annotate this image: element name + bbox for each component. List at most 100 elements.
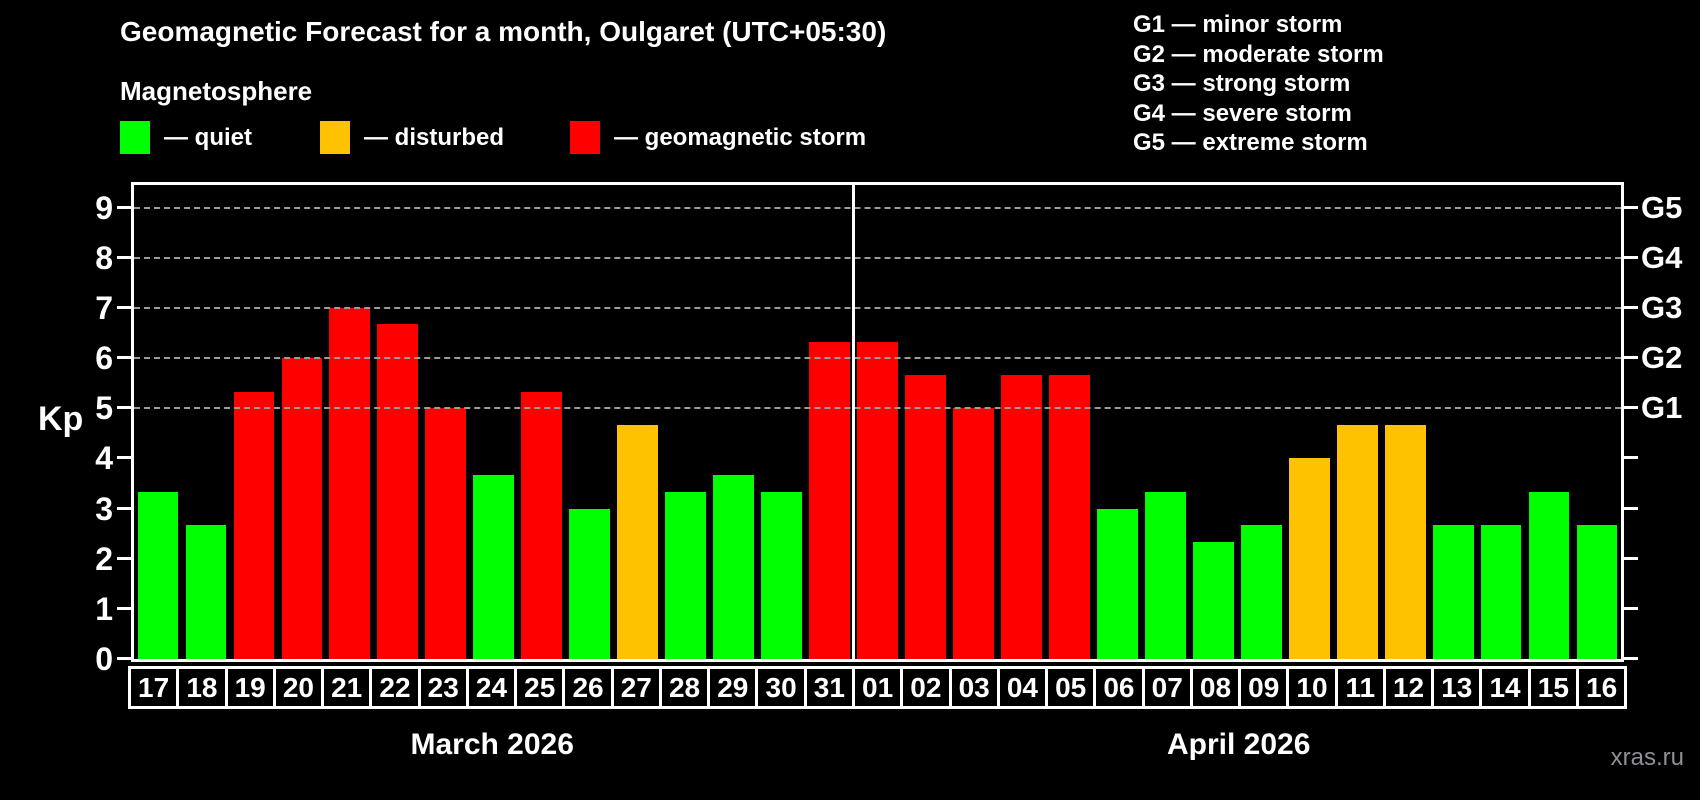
- legend-label-storm: — geomagnetic storm: [614, 123, 867, 151]
- bar-cell-22: [374, 185, 422, 659]
- month-axis: March 2026 April 2026: [131, 728, 1624, 762]
- day-label-cell: 01: [851, 666, 904, 709]
- bars-container: [134, 185, 1621, 659]
- kp-bar-04: [1001, 374, 1042, 659]
- bar-cell-14: [1477, 185, 1525, 659]
- month-label: April 2026: [1167, 728, 1311, 761]
- bar-cell-28: [662, 185, 710, 659]
- kp-bar-23: [425, 408, 467, 659]
- day-label-cell: 18: [176, 666, 228, 709]
- y-tick-label-1: 1: [95, 590, 113, 627]
- y-tick-right-1: [1624, 606, 1638, 610]
- bar-cell-08: [1189, 185, 1237, 659]
- gscale-legend-g3: G3 — strong storm: [1133, 70, 1351, 97]
- gridline-kp8: [134, 256, 1621, 259]
- gridline-kp6: [134, 357, 1621, 360]
- gridline-kp7: [134, 306, 1621, 309]
- bar-cell-06: [1093, 185, 1141, 659]
- day-label-cell: 31: [803, 666, 855, 709]
- legend-label-quiet: — quiet: [164, 123, 252, 151]
- day-label-cell: 08: [1189, 666, 1242, 709]
- plot-area: 0 1 2 3 4 5 6 7 8 9 G1 G2 G3 G4 G5: [95, 182, 1682, 677]
- chart-subtitle: Magnetosphere: [120, 76, 313, 106]
- kp-bar-25: [521, 391, 563, 659]
- bar-cell-16: [1573, 185, 1621, 659]
- legend-item-quiet: — quiet: [120, 121, 252, 154]
- y-tick-label-0: 0: [95, 641, 113, 677]
- gscale-legend-g5: G5 — extreme storm: [1133, 129, 1368, 156]
- kp-bar-13: [1432, 525, 1474, 659]
- day-label-cell: 03: [948, 666, 1000, 709]
- quiet-color-swatch: [120, 121, 150, 154]
- kp-bar-14: [1480, 525, 1522, 659]
- bar-cell-26: [566, 185, 614, 659]
- y-tick-right-2: [1624, 556, 1638, 560]
- day-label-cell: 19: [224, 666, 276, 709]
- y-tick-label-6: 6: [95, 340, 113, 377]
- legend-item-disturbed: — disturbed: [320, 121, 504, 154]
- disturbed-color-swatch: [320, 121, 350, 154]
- day-label-cell: 15: [1527, 666, 1579, 709]
- day-label-cell: 16: [1575, 666, 1628, 709]
- bar-cell-10: [1285, 185, 1333, 659]
- gridline-kp5: [134, 407, 1621, 410]
- kp-bar-08: [1192, 542, 1234, 659]
- y-tick-right-0: [1624, 657, 1638, 660]
- bar-cell-05: [1045, 185, 1093, 659]
- y-tick-left-2: [117, 556, 131, 560]
- day-label-cell: 05: [1045, 666, 1097, 709]
- g-axis-label-g3: G3: [1641, 289, 1683, 325]
- y-tick-label-7: 7: [95, 289, 113, 326]
- y-tick-label-2: 2: [95, 540, 113, 577]
- bar-cell-23: [422, 185, 470, 659]
- y-tick-right-5: [1624, 406, 1638, 410]
- y-tick-right-3: [1624, 506, 1638, 510]
- kp-bar-28: [665, 491, 707, 659]
- y-tick-left-1: [117, 606, 131, 610]
- y-tick-left-4: [117, 456, 131, 460]
- day-label-cell: 04: [996, 666, 1049, 709]
- bar-cell-02: [902, 185, 950, 659]
- bar-cell-11: [1333, 185, 1381, 659]
- kp-bar-31: [809, 341, 850, 659]
- storm-color-swatch: [570, 121, 600, 154]
- y-tick-left-6: [117, 356, 131, 360]
- bar-cell-07: [1141, 185, 1189, 659]
- kp-bar-11: [1336, 424, 1378, 659]
- day-label-cell: 09: [1238, 666, 1290, 709]
- bar-cell-17: [134, 185, 182, 659]
- kp-bar-21: [329, 307, 371, 659]
- bar-cell-30: [758, 185, 806, 659]
- y-tick-left-5: [117, 406, 131, 410]
- kp-bar-29: [713, 474, 754, 659]
- gscale-legend: G1 — minor storm G2 — moderate storm G3 …: [1133, 10, 1384, 158]
- y-tick-right-4: [1624, 456, 1638, 460]
- kp-bar-01: [857, 341, 898, 659]
- kp-bar-18: [185, 525, 227, 659]
- y-tick-label-3: 3: [95, 490, 113, 527]
- kp-bar-26: [569, 508, 611, 659]
- day-label-cell: 23: [417, 666, 469, 709]
- bar-cell-24: [470, 185, 518, 659]
- kp-bar-22: [377, 324, 419, 659]
- kp-bar-12: [1384, 424, 1426, 659]
- day-axis: 17 18 19 20 21 22 23 24 25 26 27 28 29 30 31 01 02 03 04 05…: [128, 666, 1628, 709]
- day-label-cell: 21: [321, 666, 373, 709]
- bar-cell-15: [1525, 185, 1573, 659]
- bar-cell-25: [518, 185, 566, 659]
- day-label-cell: 07: [1141, 666, 1193, 709]
- gscale-legend-g2: G2 — moderate storm: [1133, 40, 1384, 68]
- bar-cell-21: [326, 185, 374, 659]
- day-label-cell: 17: [128, 666, 180, 709]
- kp-bar-20: [281, 358, 323, 659]
- kp-bar-30: [761, 491, 802, 659]
- gridline-kp9: [134, 206, 1621, 209]
- kp-bar-02: [905, 374, 946, 659]
- bar-cell-29: [710, 185, 758, 659]
- kp-bar-24: [473, 474, 515, 659]
- kp-bar-17: [137, 491, 179, 659]
- day-label-cell: 11: [1334, 666, 1386, 709]
- y-tick-right-6: [1624, 356, 1638, 360]
- y-tick-label-8: 8: [95, 239, 113, 276]
